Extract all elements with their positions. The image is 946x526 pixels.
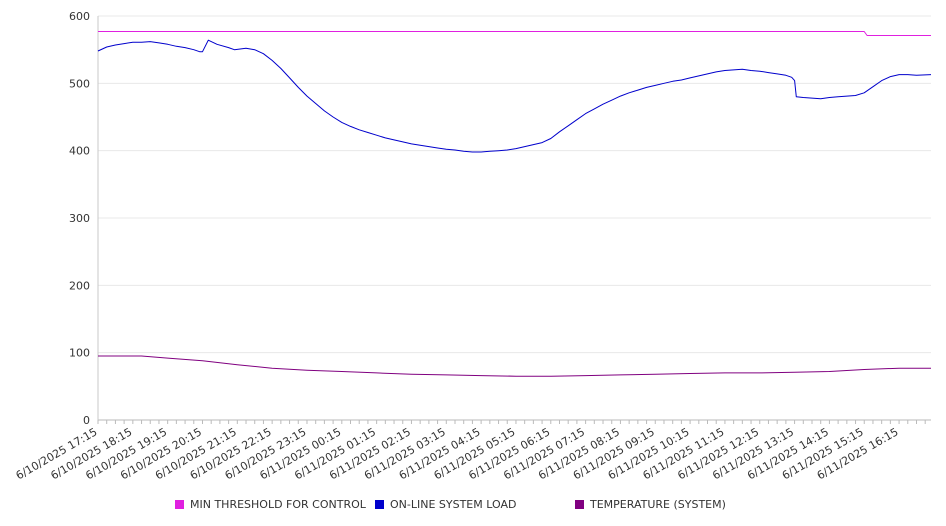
y-tick-label: 500 <box>69 77 90 90</box>
legend: MIN THRESHOLD FOR CONTROL ON-LINE SYSTEM … <box>0 498 946 514</box>
series-line-3 <box>98 355 931 377</box>
y-axis: 0 100 200 300 400 500 600 <box>69 10 99 427</box>
y-tick-label: 600 <box>69 10 90 23</box>
series-line-2 <box>97 39 932 153</box>
legend-item[interactable]: MIN THRESHOLD FOR CONTROL <box>175 498 366 511</box>
y-tick-label: 300 <box>69 212 90 225</box>
series-lines <box>97 31 932 377</box>
legend-swatch <box>375 500 384 509</box>
legend-label: MIN THRESHOLD FOR CONTROL <box>190 498 366 511</box>
legend-swatch <box>175 500 184 509</box>
legend-label: TEMPERATURE (SYSTEM) <box>590 498 726 511</box>
legend-item[interactable]: ON-LINE SYSTEM LOAD <box>375 498 516 511</box>
y-tick-label: 100 <box>69 347 90 360</box>
legend-label: ON-LINE SYSTEM LOAD <box>390 498 517 511</box>
x-axis: 6/10/2025 17:156/10/2025 18:156/10/2025 … <box>14 420 926 482</box>
legend-item[interactable]: TEMPERATURE (SYSTEM) <box>575 498 726 511</box>
y-tick-label: 0 <box>83 414 90 427</box>
y-tick-label: 200 <box>69 279 90 292</box>
series-line-1 <box>98 31 931 36</box>
legend-swatch <box>575 500 584 509</box>
grid-lines <box>98 15 931 421</box>
y-tick-label: 400 <box>69 145 90 158</box>
